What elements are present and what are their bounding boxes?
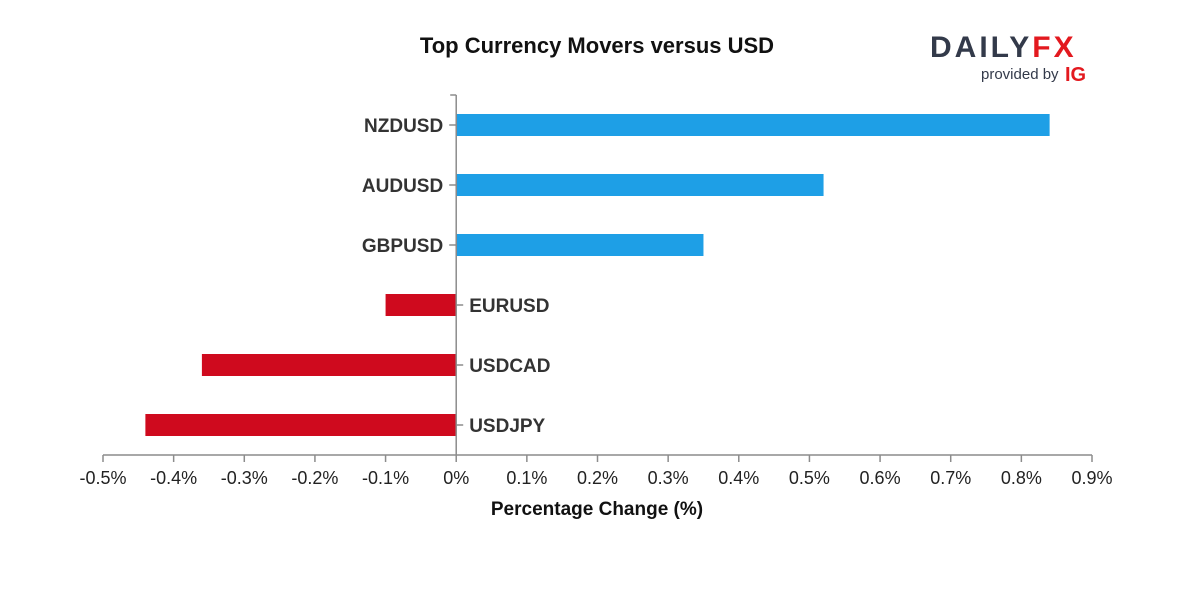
x-tick-label: 0.9% [1071, 468, 1112, 488]
x-tick-label: 0.6% [860, 468, 901, 488]
category-label-eurusd: EURUSD [469, 296, 549, 317]
x-axis-label: Percentage Change (%) [491, 499, 703, 520]
x-tick-label: -0.2% [291, 468, 338, 488]
x-tick-label: -0.3% [221, 468, 268, 488]
logo-fx: FX [1032, 31, 1076, 64]
category-label-usdjpy: USDJPY [469, 416, 545, 437]
x-tick-label: -0.5% [79, 468, 126, 488]
chart-title: Top Currency Movers versus USD [420, 33, 774, 58]
logo-provided-by: provided by [981, 66, 1059, 83]
category-label-usdcad: USDCAD [469, 356, 550, 377]
bars-group [145, 114, 1050, 436]
bar-eurusd [385, 294, 457, 316]
bar-usdcad [201, 354, 457, 376]
category-label-audusd: AUDUSD [362, 176, 443, 197]
bar-nzdusd [456, 114, 1050, 136]
x-tick-label: -0.4% [150, 468, 197, 488]
x-tick-label: 0.7% [930, 468, 971, 488]
x-tick-label: 0.4% [718, 468, 759, 488]
x-tick-label: 0.2% [577, 468, 618, 488]
y-axis [449, 94, 464, 455]
bar-usdjpy [145, 414, 457, 436]
category-label-gbpusd: GBPUSD [362, 236, 443, 257]
x-tick-label: 0.1% [506, 468, 547, 488]
x-tick-label: 0.3% [648, 468, 689, 488]
category-label-nzdusd: NZDUSD [364, 116, 443, 137]
x-tick-label: -0.1% [362, 468, 409, 488]
bar-gbpusd [456, 234, 704, 256]
logo-daily: DAILY [930, 31, 1032, 64]
bar-audusd [456, 174, 824, 196]
x-tick-label: 0% [443, 468, 469, 488]
x-tick-label: 0.8% [1001, 468, 1042, 488]
logo-ig: IG [1065, 64, 1086, 86]
category-labels: NZDUSD AUDUSD GBPUSD EURUSD USDCAD USDJPY [362, 116, 551, 437]
logo-wordmark: DAILYFX [930, 31, 1077, 64]
x-tick-label: 0.5% [789, 468, 830, 488]
dailyfx-logo: DAILYFX provided by IG [930, 31, 1086, 86]
x-axis: -0.5% -0.4% -0.3% -0.2% -0.1% 0% 0.1% 0.2% 0.3% 0… [79, 454, 1113, 488]
